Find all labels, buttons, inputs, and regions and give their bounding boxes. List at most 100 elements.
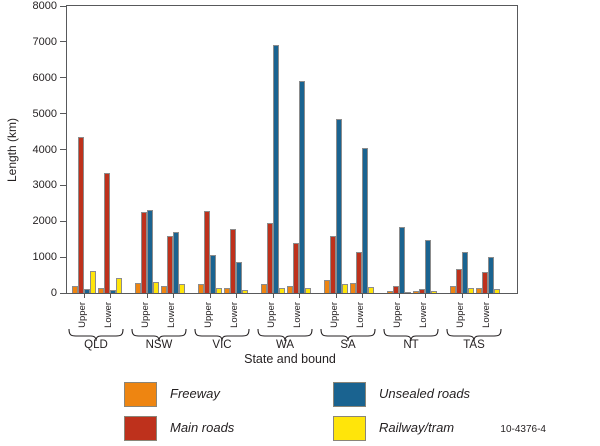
state-label-wa: WA <box>275 339 295 351</box>
y-axis-tick <box>60 5 66 7</box>
state-label-nt: NT <box>403 339 419 351</box>
bar-railway-tram-vic-lower <box>242 290 248 293</box>
brace-nt <box>383 329 439 342</box>
bar-freeway-wa-upper <box>261 283 267 293</box>
brace-sa <box>320 329 376 342</box>
y-axis-tick-label: 5000 <box>32 107 57 120</box>
bar-freeway-vic-upper <box>198 284 204 293</box>
bar-railway-tram-vic-upper <box>216 288 222 293</box>
bar-main-roads-wa-lower <box>293 242 299 293</box>
legend-label: Freeway <box>170 386 220 401</box>
brace-nsw <box>131 329 187 342</box>
y-axis-tick-label: 8000 <box>32 0 57 12</box>
brace-qld <box>68 329 124 342</box>
bar-main-roads-sa-upper <box>330 235 336 293</box>
bar-freeway-wa-lower <box>287 285 293 293</box>
y-axis-tick <box>60 149 66 150</box>
x-axis-tick <box>425 293 426 298</box>
bar-freeway-qld-upper <box>72 285 78 293</box>
brace-tas <box>446 329 502 342</box>
bar-railway-tram-sa-lower <box>368 287 374 293</box>
bar-main-roads-sa-lower <box>356 251 362 293</box>
bar-railway-tram-qld-lower <box>116 277 122 293</box>
x-axis-tick <box>336 293 337 298</box>
bar-freeway-nt-lower <box>413 290 419 293</box>
bar-unsealed-roads-vic-lower <box>236 261 242 293</box>
bar-unsealed-roads-nt-upper <box>399 226 405 293</box>
bar-railway-tram-wa-upper <box>279 287 285 293</box>
bar-unsealed-roads-sa-lower <box>362 147 368 293</box>
x-axis-tick <box>210 293 211 298</box>
bar-railway-tram-sa-upper <box>342 284 348 293</box>
y-axis-tick <box>60 77 66 79</box>
bar-main-roads-wa-upper <box>267 223 273 293</box>
y-axis-tick-label: 0 <box>50 287 57 299</box>
y-axis-tick <box>60 41 66 43</box>
y-axis-tick <box>60 292 66 294</box>
bar-freeway-nsw-lower <box>161 285 167 293</box>
bar-main-roads-nsw-lower <box>167 235 173 293</box>
bar-unsealed-roads-wa-upper <box>273 45 279 293</box>
bar-main-roads-nt-upper <box>393 285 399 293</box>
state-label-nsw: NSW <box>145 339 173 351</box>
y-axis-tick <box>60 184 66 186</box>
y-axis-tick <box>60 256 66 258</box>
legend-label: Railway/tram <box>379 420 455 435</box>
bar-main-roads-nsw-upper <box>141 212 147 293</box>
bar-unsealed-roads-wa-lower <box>299 81 305 293</box>
bar-freeway-sa-upper <box>324 280 330 293</box>
x-axis-title: State and bound <box>244 352 336 366</box>
state-label-tas: TAS <box>463 339 485 351</box>
bar-railway-tram-qld-upper <box>90 270 96 293</box>
x-axis-tick <box>488 293 489 298</box>
y-axis-tick <box>60 220 66 222</box>
bar-freeway-sa-lower <box>350 282 356 293</box>
x-axis-tick <box>147 293 148 298</box>
legend-swatch-unsealed-roads <box>333 382 366 407</box>
bar-main-roads-tas-lower <box>482 272 488 293</box>
bar-railway-tram-tas-lower <box>494 289 500 293</box>
x-axis-tick <box>236 293 237 298</box>
x-axis-labels: Upper Lower QLD Upper Lower NSW Upper Lower VIC U… <box>66 292 516 362</box>
x-axis-tick <box>273 293 274 298</box>
bar-unsealed-roads-vic-upper <box>210 254 216 293</box>
bar-main-roads-vic-lower <box>230 228 236 293</box>
y-axis-tick-label: 7000 <box>32 35 57 48</box>
bar-main-roads-nt-lower <box>419 288 425 293</box>
bar-freeway-qld-lower <box>98 287 104 293</box>
bar-railway-tram-nsw-upper <box>153 281 159 293</box>
bar-freeway-tas-lower <box>476 287 482 293</box>
x-axis-tick <box>84 293 85 298</box>
legend-item-freeway: Freeway <box>124 382 344 408</box>
figure-number: 10-4376-4 <box>500 424 546 435</box>
x-axis-tick <box>399 293 400 298</box>
bar-railway-tram-nsw-lower <box>179 284 185 293</box>
state-label-sa: SA <box>340 339 356 351</box>
bar-main-roads-qld-lower <box>104 172 110 293</box>
y-axis-tick-label: 1000 <box>32 251 57 264</box>
bar-freeway-nsw-upper <box>135 282 141 293</box>
bar-unsealed-roads-tas-upper <box>462 251 468 293</box>
plot-area: 0 1000 2000 3000 4000 5000 6000 7000 8000 <box>33 0 518 299</box>
brace-wa <box>257 329 313 342</box>
legend-swatch-freeway <box>124 382 157 407</box>
bar-main-roads-qld-upper <box>78 136 84 293</box>
bar-unsealed-roads-nsw-lower <box>173 232 179 293</box>
x-axis-tick <box>110 293 111 298</box>
y-axis-tick-label: 2000 <box>32 215 57 228</box>
bar-unsealed-roads-tas-lower <box>488 257 494 293</box>
bar-unsealed-roads-nsw-upper <box>147 209 153 293</box>
bar-railway-tram-nt-upper <box>405 291 411 293</box>
bar-main-roads-tas-upper <box>456 268 462 293</box>
legend-swatch-main-roads <box>124 416 157 441</box>
bar-main-roads-vic-upper <box>204 211 210 293</box>
legend-label: Unsealed roads <box>379 386 471 401</box>
legend: Freeway Main roads Unsealed roads Railway/t… <box>0 376 600 446</box>
bar-railway-tram-tas-upper <box>468 287 474 293</box>
bar-unsealed-roads-sa-upper <box>336 119 342 293</box>
y-axis-tick-label: 6000 <box>32 71 57 84</box>
y-axis-tick-label: 3000 <box>32 179 57 192</box>
bar-unsealed-roads-nt-lower <box>425 239 431 293</box>
x-axis-tick <box>462 293 463 298</box>
